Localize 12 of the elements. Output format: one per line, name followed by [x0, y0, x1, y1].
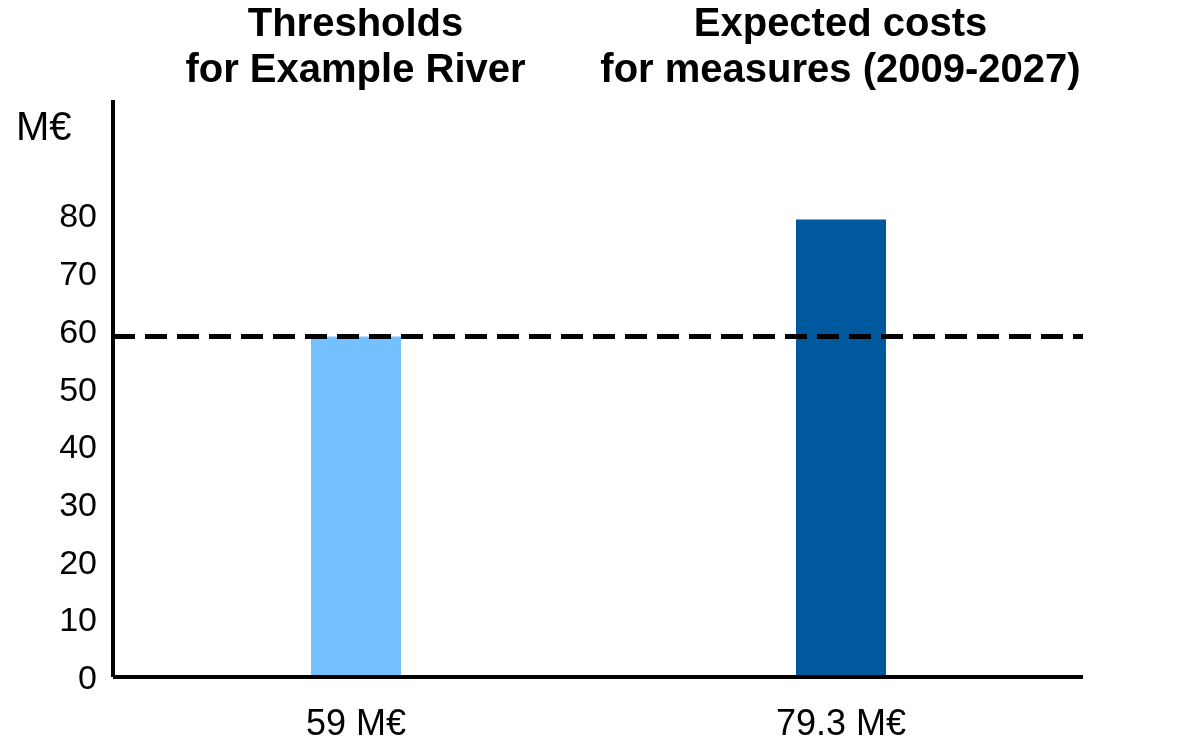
y-tick-label: 70 [59, 254, 97, 293]
y-tick-label: 30 [59, 484, 97, 523]
y-tick-label: 0 [78, 658, 97, 697]
y-tick-label: 10 [59, 600, 97, 639]
data-label: 79.3 M€ [775, 702, 907, 739]
y-tick-label: 80 [59, 196, 97, 235]
y-tick-label: 20 [59, 542, 97, 581]
data-label: 59 M€ [305, 702, 407, 739]
y-tick-label: 60 [59, 311, 97, 350]
y-axis-title: M€ [16, 104, 72, 148]
y-tick-label: 40 [59, 427, 97, 466]
y-tick-label: 50 [59, 369, 97, 408]
